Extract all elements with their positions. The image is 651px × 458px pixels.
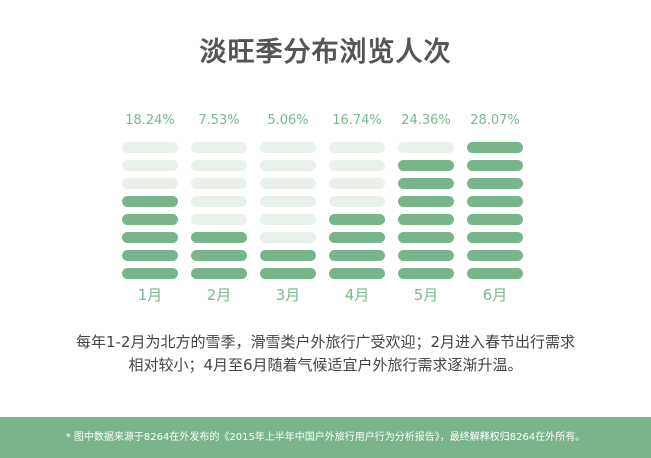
- bar-segment-empty-4-6: [329, 178, 385, 189]
- value-label-5: 24.36%: [401, 113, 451, 128]
- bar-segment-empty-4-8: [329, 142, 385, 153]
- bar-segment-filled-3-1: [260, 268, 316, 279]
- bar-segment-filled-6-3: [467, 232, 523, 243]
- caption-line-2: 相对较小；4月至6月随着气候适宜户外旅行需求逐渐升温。: [128, 356, 523, 374]
- bar-segment-empty-2-6: [191, 178, 247, 189]
- caption-line-1: 每年1-2月为北方的雪季，滑雪类户外旅行广受欢迎；2月进入春节出行需求: [75, 333, 576, 351]
- bar-segment-filled-6-8: [467, 142, 523, 153]
- bar-segment-empty-1-7: [122, 160, 178, 171]
- bar-segment-empty-5-8: [398, 142, 454, 153]
- chart-title: 淡旺季分布浏览人次: [199, 37, 452, 68]
- bar-segment-filled-5-3: [398, 232, 454, 243]
- bar-segment-empty-3-4: [260, 214, 316, 225]
- bar-segment-filled-6-6: [467, 178, 523, 189]
- category-label-5: 5月: [414, 286, 439, 304]
- bar-segment-filled-5-4: [398, 214, 454, 225]
- value-label-4: 16.74%: [332, 113, 382, 128]
- bar-segment-empty-2-4: [191, 214, 247, 225]
- value-label-1: 18.24%: [125, 113, 175, 128]
- bar-segment-filled-5-1: [398, 268, 454, 279]
- category-label-1: 1月: [138, 286, 163, 304]
- chart-caption: 每年1-2月为北方的雪季，滑雪类户外旅行广受欢迎；2月进入春节出行需求 相对较小…: [0, 331, 651, 377]
- bar-segment-filled-1-1: [122, 268, 178, 279]
- bar-segment-empty-3-6: [260, 178, 316, 189]
- bar-segment-filled-1-4: [122, 214, 178, 225]
- bar-segment-empty-3-8: [260, 142, 316, 153]
- value-label-6: 28.07%: [470, 113, 520, 128]
- bar-segment-filled-5-6: [398, 178, 454, 189]
- bar-segment-filled-5-7: [398, 160, 454, 171]
- bar-segment-filled-5-5: [398, 196, 454, 207]
- bar-segment-empty-2-5: [191, 196, 247, 207]
- bar-segment-filled-2-2: [191, 250, 247, 261]
- category-label-4: 4月: [345, 286, 370, 304]
- bar-segment-empty-3-7: [260, 160, 316, 171]
- category-label-6: 6月: [483, 286, 508, 304]
- bar-segment-filled-1-3: [122, 232, 178, 243]
- category-label-3: 3月: [276, 286, 301, 304]
- bar-segment-filled-6-7: [467, 160, 523, 171]
- bar-segment-filled-6-5: [467, 196, 523, 207]
- source-footnote: * 图中数据来源于8264在外发布的《2015年上半年中国户外旅行用户行为分析报…: [0, 417, 651, 458]
- bar-segment-empty-3-3: [260, 232, 316, 243]
- bar-segment-filled-6-2: [467, 250, 523, 261]
- bar-segment-filled-2-3: [191, 232, 247, 243]
- bar-segment-empty-4-7: [329, 160, 385, 171]
- value-label-3: 5.06%: [267, 113, 308, 128]
- bar-segment-empty-1-6: [122, 178, 178, 189]
- bar-segment-filled-4-2: [329, 250, 385, 261]
- segmented-bar-chart: 18.24% 1月 7.53% 2月 5.06% 3月 16.74% 4月 24.36% 5月 28…: [122, 113, 523, 304]
- bar-segment-empty-1-8: [122, 142, 178, 153]
- bar-segment-empty-3-5: [260, 196, 316, 207]
- bar-segment-filled-6-1: [467, 268, 523, 279]
- value-label-2: 7.53%: [198, 113, 239, 128]
- bar-segment-filled-2-1: [191, 268, 247, 279]
- bar-segment-filled-5-2: [398, 250, 454, 261]
- bar-segment-filled-1-5: [122, 196, 178, 207]
- bar-segment-filled-3-2: [260, 250, 316, 261]
- bar-segment-filled-1-2: [122, 250, 178, 261]
- bar-segment-empty-2-8: [191, 142, 247, 153]
- bar-segment-filled-6-4: [467, 214, 523, 225]
- category-label-2: 2月: [207, 286, 232, 304]
- bar-segment-filled-4-1: [329, 268, 385, 279]
- bar-segment-empty-2-7: [191, 160, 247, 171]
- bar-segment-empty-4-5: [329, 196, 385, 207]
- bar-segment-filled-4-4: [329, 214, 385, 225]
- bar-segment-filled-4-3: [329, 232, 385, 243]
